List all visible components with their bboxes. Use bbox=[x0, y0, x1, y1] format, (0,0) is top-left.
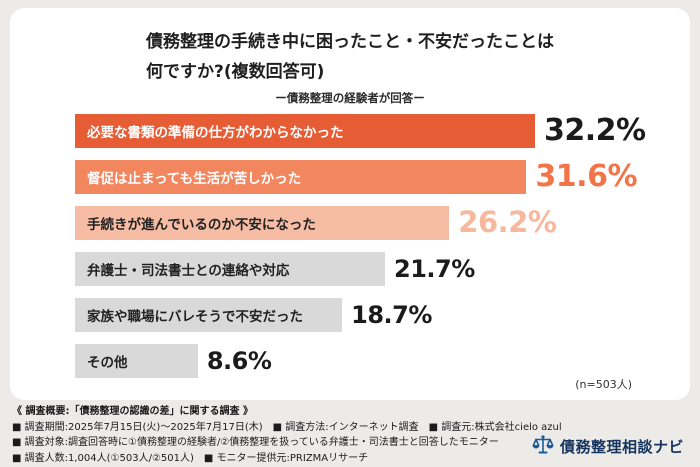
bar: 手続きが進んでいるのか不安になった bbox=[75, 205, 450, 240]
methodology-line: ■ 調査対象:調査回答時に①債務整理の経験者/②債務整理を扱っている弁護士・司法… bbox=[12, 437, 499, 449]
bar: 必要な書類の準備の仕方がわからなかった bbox=[75, 113, 535, 148]
title-line-1: 債務整理の手続き中に困ったこと・不安だったことは bbox=[146, 32, 554, 52]
survey-card: 債務整理の手続き中に困ったこと・不安だったことは 何ですか?(複数回答可) ー債… bbox=[10, 8, 690, 400]
bar-label: 家族や職場にバレそうで不安だった bbox=[87, 308, 303, 325]
bar-value: 26.2% bbox=[458, 205, 557, 239]
bar-row: その他 8.6% bbox=[75, 343, 535, 378]
methodology-line: ■ 調査期間:2025年7月15日(火)〜2025年7月17日(木) ■ 調査方… bbox=[12, 422, 562, 434]
bar-value: 21.7% bbox=[394, 254, 475, 283]
bar: 家族や職場にバレそうで不安だった bbox=[75, 297, 343, 332]
bar-label: 弁護士・司法書士との連絡や対応 bbox=[87, 262, 290, 279]
brand-logo: 債務整理相談ナビ bbox=[524, 434, 684, 458]
bar-label: 督促は止まっても生活が苦しかった bbox=[87, 170, 302, 187]
scales-icon bbox=[531, 434, 555, 458]
methodology-line: ■ 調査人数:1,004人(①503人/②501人) ■ モニター提供元:PRI… bbox=[12, 452, 369, 464]
bar-value: 8.6% bbox=[206, 346, 272, 375]
methodology-title: 《 調査概要:「債務整理の認識の差」に関する調査 》 bbox=[12, 406, 253, 417]
bar-row: 手続きが進んでいるのか不安になった 26.2% bbox=[75, 205, 557, 240]
bar: 督促は止まっても生活が苦しかった bbox=[75, 159, 527, 194]
bar-label: その他 bbox=[87, 354, 128, 371]
bar-value: 32.2% bbox=[544, 112, 646, 148]
title-line-2: 何ですか?(複数回答可) bbox=[146, 61, 325, 82]
bar-label: 必要な書類の準備の仕方がわからなかった bbox=[87, 124, 344, 141]
bar-row: 家族や職場にバレそうで不安だった 18.7% bbox=[75, 297, 535, 332]
bar: 弁護士・司法書士との連絡や対応 bbox=[75, 251, 385, 286]
bar-row: 弁護士・司法書士との連絡や対応 21.7% bbox=[75, 251, 535, 286]
bar-row: 督促は止まっても生活が苦しかった 31.6% bbox=[75, 159, 637, 194]
brand-name: 債務整理相談ナビ bbox=[559, 437, 684, 456]
sample-size-note: (n=503人) bbox=[575, 378, 632, 391]
bar-label: 手続きが進んでいるのか不安になった bbox=[87, 216, 316, 233]
survey-methodology: 《 調査概要:「債務整理の認識の差」に関する調査 》 ■ 調査期間:2025年7… bbox=[12, 404, 562, 466]
bar-row: 必要な書類の準備の仕方がわからなかった 32.2% bbox=[75, 113, 646, 148]
chart-subtitle: ー債務整理の経験者が回答ー bbox=[275, 90, 425, 105]
page-title: 債務整理の手続き中に困ったこと・不安だったことは 何ですか?(複数回答可) bbox=[146, 28, 554, 88]
bar-value: 18.7% bbox=[351, 300, 432, 329]
bar-chart: 必要な書類の準備の仕方がわからなかった 32.2% 督促は止まっても生活が苦しか… bbox=[75, 113, 646, 378]
bar-value: 31.6% bbox=[535, 158, 637, 194]
bar: その他 bbox=[75, 343, 198, 378]
